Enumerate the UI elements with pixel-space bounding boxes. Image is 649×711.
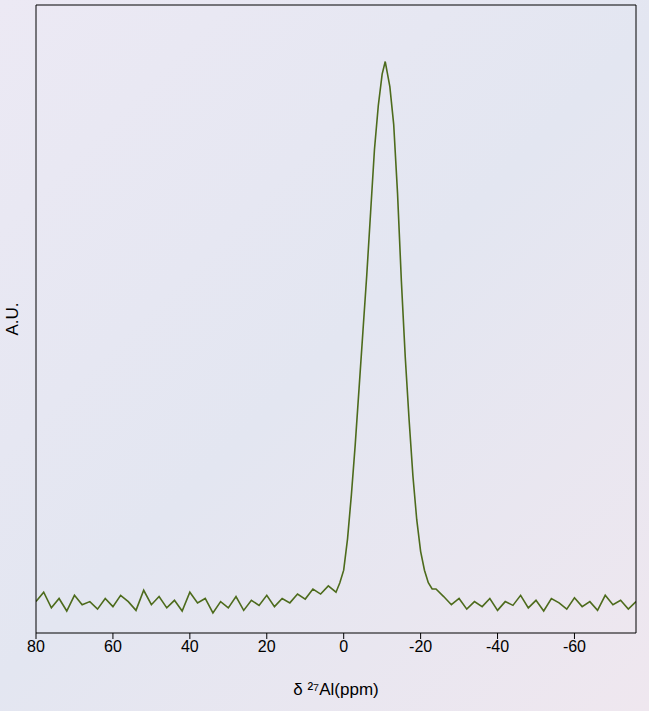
svg-text:0: 0: [339, 638, 348, 655]
svg-text:-60: -60: [563, 638, 586, 655]
svg-text:40: 40: [181, 638, 199, 655]
svg-text:20: 20: [258, 638, 276, 655]
svg-text:-40: -40: [486, 638, 509, 655]
svg-text:-20: -20: [409, 638, 432, 655]
svg-text:60: 60: [104, 638, 122, 655]
svg-text:δ ²⁷Al(ppm): δ ²⁷Al(ppm): [293, 680, 379, 699]
svg-text:A.U.: A.U.: [3, 302, 22, 335]
svg-text:80: 80: [27, 638, 45, 655]
